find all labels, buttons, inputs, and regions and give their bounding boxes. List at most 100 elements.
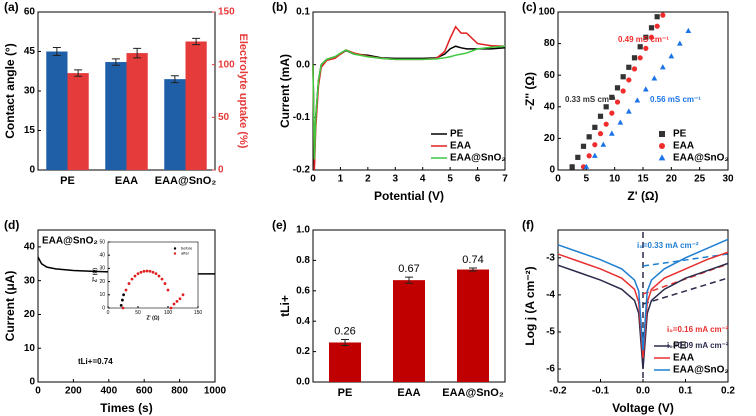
marker	[148, 269, 152, 273]
x-tick-label: 25	[694, 174, 706, 185]
marker	[181, 293, 185, 297]
legend-swatch	[659, 131, 665, 137]
marker	[659, 64, 666, 70]
marker	[642, 86, 649, 92]
y-axis-title: Current (mA)	[278, 54, 292, 128]
y-tick-label: 10	[99, 292, 105, 298]
legend-label: EAA	[673, 353, 694, 364]
marker	[592, 124, 598, 130]
y-tick-label: 20	[99, 279, 105, 285]
marker	[151, 270, 155, 274]
marker	[569, 164, 575, 170]
y-tick-label: 0	[29, 377, 35, 388]
x-tick-label: 3	[393, 174, 399, 185]
annotation: i₀=0.33 mA cm⁻²	[637, 241, 699, 250]
marker	[668, 53, 675, 59]
legend-label: EAA	[450, 141, 471, 152]
bar	[393, 280, 425, 382]
marker	[597, 113, 604, 119]
y2-tick-label: 100	[218, 59, 235, 70]
marker	[620, 88, 626, 94]
line-series	[312, 45, 506, 165]
annotation: tLi+=0.74	[78, 357, 113, 366]
y-tick-label: 30	[24, 275, 36, 286]
y-tick-label: -0.2	[293, 165, 311, 176]
y-axis-title: -Z'' (Ω)	[523, 72, 537, 110]
marker	[597, 131, 604, 137]
marker	[634, 97, 641, 103]
y-tick-label: 0	[29, 165, 35, 176]
y-tick-label: 60	[24, 7, 36, 18]
x-tick-label: 1	[338, 174, 344, 185]
marker	[614, 99, 621, 105]
y-tick-label: -5	[546, 327, 555, 338]
panel-label: (a)	[4, 0, 19, 14]
marker	[154, 272, 158, 276]
marker	[651, 75, 658, 81]
legend-swatch	[658, 154, 666, 161]
marker	[603, 121, 609, 127]
marker	[620, 74, 626, 80]
y-axis-title: Log j (A cm⁻²)	[523, 266, 537, 345]
x-tick-label: EAA@SnO₂	[155, 175, 217, 187]
y2-tick-label: 50	[218, 112, 230, 123]
error-bar	[170, 75, 179, 84]
y-tick-label: -0.1	[293, 112, 311, 123]
marker	[160, 277, 164, 281]
x-tick-label: 800	[171, 386, 188, 397]
legend-swatch	[173, 252, 177, 255]
legend-label: EAA@SnO₂	[673, 153, 729, 164]
x-tick-label: EAA	[397, 387, 420, 399]
y-tick-label: 0.0	[296, 59, 310, 70]
marker	[580, 143, 587, 149]
line-series	[557, 262, 729, 370]
legend-label: PE	[450, 129, 464, 140]
plot-frame	[37, 229, 216, 383]
annotation: EAA@SnO₂	[42, 236, 98, 247]
x-tick-label: 400	[100, 386, 117, 397]
y-tick-label: 100	[538, 7, 555, 18]
marker	[178, 297, 182, 301]
y-tick-label: 15	[24, 125, 36, 136]
marker	[121, 306, 125, 310]
y-tick-label: -4	[546, 290, 555, 301]
y-tick-label: -6	[546, 364, 555, 375]
marker	[127, 282, 131, 285]
marker	[643, 45, 649, 51]
marker	[591, 152, 598, 158]
x-tick-label: 0.0	[636, 386, 650, 397]
marker	[124, 288, 128, 292]
bar	[46, 51, 68, 170]
marker	[660, 12, 666, 18]
y-tick-label: 30	[99, 266, 105, 272]
y-tick-label: 0.0	[296, 377, 310, 388]
y2-tick-label: 0	[218, 165, 224, 176]
marker	[586, 153, 592, 159]
x-tick-label: PE	[60, 175, 75, 187]
x-tick-label: 0	[555, 174, 561, 185]
x-tick-label: 7	[502, 174, 508, 185]
marker	[121, 298, 124, 302]
marker	[592, 142, 598, 148]
y-tick-label: 60	[544, 70, 556, 81]
x-tick-label: -0.2	[549, 386, 567, 397]
marker	[145, 269, 149, 273]
y-tick-label: 0.6	[296, 285, 310, 296]
marker	[157, 274, 161, 278]
x-tick-label: 10	[609, 174, 621, 185]
y-tick-label: 0.2	[296, 346, 310, 357]
error-bar	[52, 47, 61, 56]
error-bar	[405, 276, 413, 284]
bar	[164, 79, 186, 170]
marker	[626, 77, 632, 83]
legend-label: EAA@SnO₂	[450, 153, 506, 164]
x-tick-label: 100	[164, 310, 173, 316]
error-bar	[74, 69, 83, 77]
x-tick-label: EAA@SnO₂	[442, 387, 504, 399]
y-tick-label: 80	[544, 38, 556, 49]
marker	[626, 64, 632, 70]
panel-label: (c)	[522, 0, 537, 14]
error-bar	[341, 338, 349, 347]
error-bar	[469, 267, 477, 272]
